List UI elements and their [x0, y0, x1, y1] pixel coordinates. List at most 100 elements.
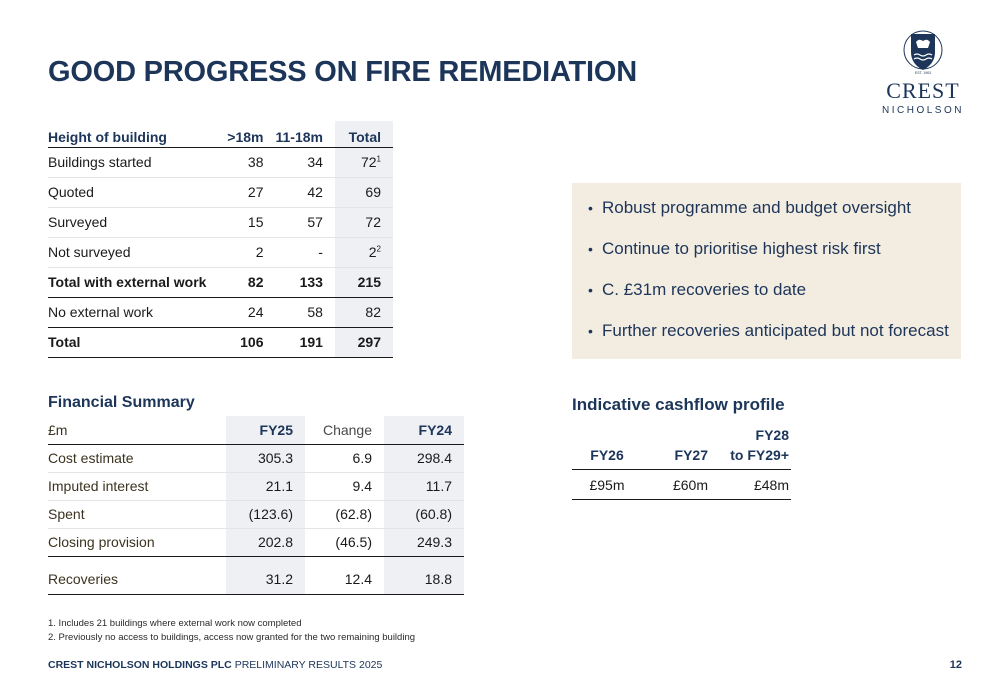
- row-label: No external work: [48, 297, 219, 328]
- footnote-1: 1. Includes 21 buildings where external …: [48, 618, 302, 629]
- table-row: Spent (123.6) (62.8) (60.8): [48, 500, 464, 529]
- col-header-fy25: FY25: [226, 416, 305, 445]
- cell-fy25: 31.2: [226, 556, 305, 595]
- est-label: EST. 1963: [915, 71, 931, 75]
- footnote-2: 2. Previously no access to buildings, ac…: [48, 632, 416, 643]
- shield-crest-icon: EST. 1963: [903, 30, 943, 75]
- bullet-icon: •: [588, 282, 593, 298]
- cell-value: 57: [275, 207, 335, 238]
- cell-fy24: 249.3: [384, 528, 464, 557]
- cell-fy26: £95m: [572, 469, 644, 500]
- cell-value: 133: [275, 267, 335, 298]
- col-header-unit: £m: [48, 416, 226, 445]
- footer: CREST NICHOLSON HOLDINGS PLC PRELIMINARY…: [48, 659, 382, 671]
- bullet-icon: •: [588, 200, 593, 216]
- crest-nicholson-logo: EST. 1963 CREST NICHOLSON: [882, 28, 964, 116]
- col-header-fy24: FY24: [384, 416, 464, 445]
- cell-total: 215: [334, 267, 393, 298]
- table-row: Not surveyed 2 - 22: [48, 237, 393, 268]
- row-label: Total: [48, 327, 219, 358]
- footnote-marker: 1: [376, 154, 381, 164]
- table-row: Surveyed 15 57 72: [48, 207, 393, 238]
- logo-nicholson-text: NICHOLSON: [882, 105, 964, 116]
- cell-fy25: 305.3: [226, 444, 305, 473]
- col-header-over-18m: >18m: [218, 121, 276, 148]
- table-header-row: Height of building >18m 11-18m Total: [48, 121, 393, 148]
- bullet-icon: •: [588, 241, 593, 257]
- list-item: • Further recoveries anticipated but not …: [588, 321, 949, 340]
- cell-change: (46.5): [305, 528, 384, 557]
- row-label: Surveyed: [48, 207, 219, 238]
- row-label: Closing provision: [48, 528, 226, 557]
- buildings-table: Height of building >18m 11-18m Total Bui…: [48, 121, 393, 358]
- cell-fy24: (60.8): [384, 500, 464, 529]
- row-label: Cost estimate: [48, 444, 226, 473]
- table-row: Total 106 191 297: [48, 327, 393, 358]
- table-row: Imputed interest 21.1 9.4 11.7: [48, 472, 464, 501]
- col-header-fy28-fy29: FY28 to FY29+: [710, 425, 791, 470]
- cell-fy25: 21.1: [226, 472, 305, 501]
- cell-value: 34: [275, 147, 335, 178]
- cell-fy24: 11.7: [384, 472, 464, 501]
- table-row: Closing provision 202.8 (46.5) 249.3: [48, 528, 464, 557]
- cell-change: 12.4: [305, 556, 384, 595]
- cashflow-table: FY26 FY27 FY28 to FY29+ £95m £60m £48m: [572, 425, 791, 500]
- table-header-row: FY26 FY27 FY28 to FY29+: [572, 425, 791, 470]
- logo-crest-text: CREST: [886, 78, 960, 103]
- list-item: • Robust programme and budget oversight: [588, 198, 912, 217]
- cell-value: 2: [218, 237, 276, 268]
- cell-value: 191: [275, 327, 335, 358]
- cell-fy25: 202.8: [226, 528, 305, 557]
- cell-total: 72: [334, 207, 393, 238]
- cell-total: 69: [334, 177, 393, 208]
- cell-change: 6.9: [305, 444, 384, 473]
- row-label: Quoted: [48, 177, 219, 208]
- cell-value: 15: [218, 207, 276, 238]
- cell-fy24: 18.8: [384, 556, 464, 595]
- cell-fy25: (123.6): [226, 500, 305, 529]
- table-row: £95m £60m £48m: [572, 469, 791, 500]
- row-label: Not surveyed: [48, 237, 219, 268]
- cell-total: 297: [334, 327, 393, 358]
- list-item: • C. £31m recoveries to date: [588, 280, 807, 299]
- footnote-marker: 2: [376, 244, 381, 254]
- cell-value: -: [275, 237, 335, 268]
- financial-summary-table: £m FY25 Change FY24 Cost estimate 305.3 …: [48, 416, 464, 595]
- table-header-row: £m FY25 Change FY24: [48, 416, 464, 445]
- cell-value: 27: [218, 177, 276, 208]
- list-item: • Continue to prioritise highest risk fir…: [588, 239, 881, 258]
- cell-fy24: 298.4: [384, 444, 464, 473]
- page-title: GOOD PROGRESS ON FIRE REMEDIATION: [48, 56, 638, 88]
- row-label: Spent: [48, 500, 226, 529]
- key-points-box: • Robust programme and budget oversight •…: [572, 183, 961, 359]
- col-header-fy26: FY26: [572, 425, 644, 470]
- col-header-change: Change: [305, 416, 384, 445]
- table-row: No external work 24 58 82: [48, 297, 393, 328]
- page-number: 12: [949, 659, 962, 671]
- cell-total: 22: [334, 237, 393, 268]
- cell-value: 24: [218, 297, 276, 328]
- row-label: Imputed interest: [48, 472, 226, 501]
- cell-fy27: £60m: [644, 469, 710, 500]
- row-label: Recoveries: [48, 556, 226, 595]
- col-header-total: Total: [334, 121, 393, 148]
- table-row: Recoveries 31.2 12.4 18.8: [48, 556, 464, 595]
- cell-change: (62.8): [305, 500, 384, 529]
- footer-company: CREST NICHOLSON HOLDINGS PLC: [48, 659, 232, 671]
- cell-change: 9.4: [305, 472, 384, 501]
- cell-value: 38: [218, 147, 276, 178]
- cell-value: 42: [275, 177, 335, 208]
- financial-summary-heading: Financial Summary: [48, 394, 195, 411]
- cell-value: 82: [218, 267, 276, 298]
- row-label: Total with external work: [48, 267, 219, 298]
- row-label: Buildings started: [48, 147, 219, 178]
- table-row: Total with external work 82 133 215: [48, 267, 393, 298]
- col-header-height: Height of building: [48, 121, 219, 148]
- cell-total: 721: [334, 147, 393, 178]
- cell-total: 82: [334, 297, 393, 328]
- cell-value: 106: [218, 327, 276, 358]
- table-row: Quoted 27 42 69: [48, 177, 393, 208]
- col-header-11-18m: 11-18m: [275, 121, 335, 148]
- footnotes: 1. Includes 21 buildings where external …: [48, 617, 415, 645]
- cell-fy28-fy29: £48m: [710, 469, 791, 500]
